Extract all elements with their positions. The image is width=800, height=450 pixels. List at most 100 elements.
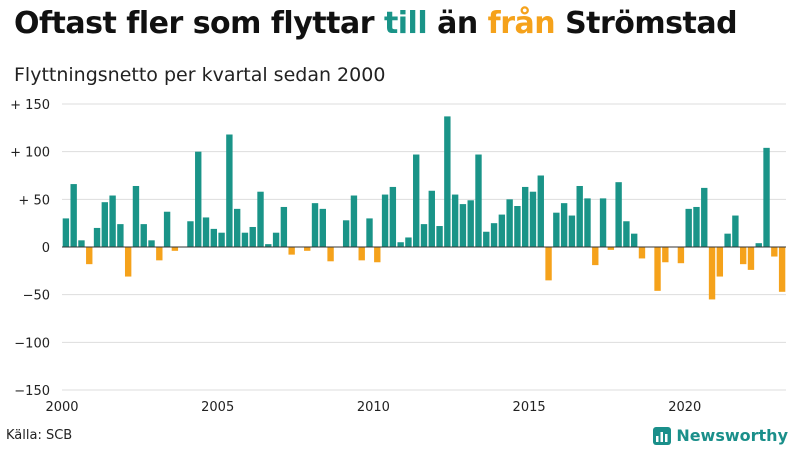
bar xyxy=(397,242,404,247)
bar xyxy=(78,240,85,247)
bar xyxy=(677,247,685,264)
bar xyxy=(545,247,552,281)
bar xyxy=(755,243,762,247)
bar xyxy=(311,203,319,247)
bar xyxy=(304,247,311,251)
bar xyxy=(576,185,583,247)
bar xyxy=(701,187,708,247)
bar xyxy=(498,214,506,247)
bar xyxy=(350,195,358,247)
bar xyxy=(708,247,716,300)
bar xyxy=(187,221,194,247)
bar xyxy=(685,208,692,247)
bar xyxy=(210,228,217,247)
bar xyxy=(171,247,179,251)
y-tick-label: −50 xyxy=(23,289,50,304)
bar xyxy=(747,247,755,270)
title-part-2: än xyxy=(437,6,478,41)
x-tick-label: 2010 xyxy=(357,400,390,415)
bar xyxy=(218,232,225,247)
bar xyxy=(413,154,420,247)
chart-subtitle: Flyttningsnetto per kvartal sedan 2000 xyxy=(14,64,386,86)
brand-name: Newsworthy xyxy=(676,426,788,445)
bar xyxy=(342,220,350,247)
bar xyxy=(537,175,544,247)
bar xyxy=(607,247,615,250)
bar xyxy=(86,247,93,265)
bar xyxy=(467,200,474,247)
bar xyxy=(514,206,521,247)
bar xyxy=(132,185,140,247)
bar xyxy=(109,195,116,247)
title-part-1: Oftast fler som flyttar xyxy=(14,6,374,41)
bar xyxy=(771,247,778,257)
brand-logo[interactable]: Newsworthy xyxy=(653,426,788,445)
x-tick-label: 2015 xyxy=(513,400,546,415)
bar xyxy=(62,218,70,247)
bar xyxy=(148,240,155,247)
bar xyxy=(631,233,638,247)
bar xyxy=(327,247,334,262)
bar xyxy=(444,116,451,247)
bar xyxy=(265,244,272,247)
bar xyxy=(662,247,669,263)
bar xyxy=(366,218,373,247)
bar xyxy=(584,198,591,247)
bar xyxy=(93,227,101,247)
y-tick-label: + 100 xyxy=(10,146,50,161)
bar xyxy=(124,247,132,277)
bar xyxy=(428,190,435,247)
title-part-3: Strömstad xyxy=(565,6,738,41)
bar xyxy=(358,247,365,261)
bar xyxy=(226,134,233,247)
bar xyxy=(490,223,498,247)
bar xyxy=(483,231,490,247)
bar xyxy=(459,204,467,247)
bar xyxy=(389,186,397,247)
bar xyxy=(732,215,739,247)
bar xyxy=(101,202,109,247)
bar xyxy=(374,247,381,263)
bar xyxy=(117,224,124,247)
bar xyxy=(420,224,428,247)
bars xyxy=(62,116,786,300)
bar xyxy=(654,247,661,291)
bar xyxy=(623,221,630,247)
bar xyxy=(529,191,537,247)
bar xyxy=(506,199,513,247)
bar xyxy=(599,198,607,247)
bar xyxy=(522,186,529,247)
y-axis-labels: + 150 + 100 + 50 0 −50 −100 −150 xyxy=(10,98,50,399)
bar xyxy=(381,194,389,247)
x-tick-label: 2020 xyxy=(668,400,701,415)
bar xyxy=(70,184,77,247)
bar xyxy=(739,247,747,265)
y-tick-label: + 50 xyxy=(18,193,50,208)
bar xyxy=(249,226,256,247)
bar xyxy=(319,208,326,247)
y-tick-label: −150 xyxy=(14,384,50,399)
x-tick-label: 2005 xyxy=(201,400,234,415)
bar xyxy=(724,233,731,247)
bar xyxy=(202,217,210,247)
bar xyxy=(405,237,412,247)
x-tick-label: 2000 xyxy=(45,400,78,415)
chart-title: Oftast fler som flyttar till än från Str… xyxy=(14,6,738,41)
bar xyxy=(233,208,241,247)
bar xyxy=(615,182,622,247)
bar xyxy=(140,224,147,247)
y-tick-label: −100 xyxy=(14,336,50,351)
y-tick-label: + 150 xyxy=(10,98,50,113)
chart-logo-icon xyxy=(653,426,672,445)
title-word-fran: från xyxy=(487,6,556,41)
bar xyxy=(716,247,724,277)
bar xyxy=(568,215,576,247)
bar xyxy=(195,151,202,247)
bar xyxy=(272,232,280,247)
title-word-till: till xyxy=(383,6,428,41)
bar xyxy=(560,203,568,247)
bar xyxy=(163,211,171,247)
x-axis-labels: 2000 2005 2010 2015 2020 xyxy=(45,400,701,415)
bar xyxy=(638,247,646,259)
